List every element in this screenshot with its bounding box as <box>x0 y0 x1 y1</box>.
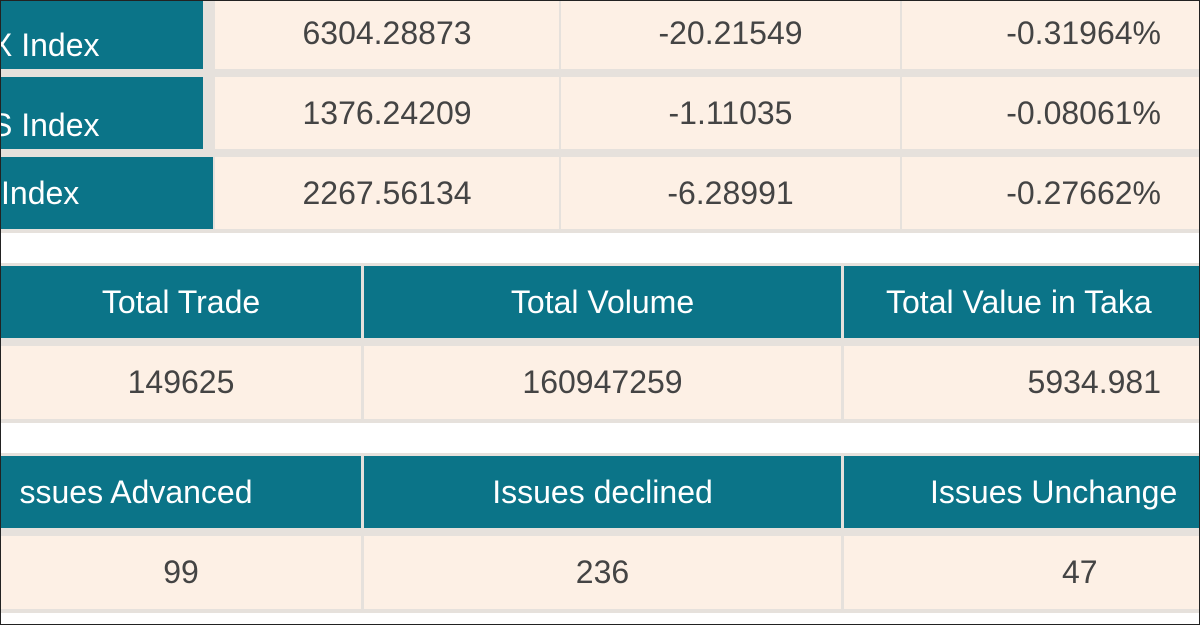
issues-value: 47 <box>844 536 1199 609</box>
issues-value: 99 <box>1 536 361 609</box>
index-name: S Index <box>1 77 203 149</box>
index-value: -1.11035 <box>561 77 900 149</box>
index-value: -6.28991 <box>561 157 900 229</box>
summary-value: 160947259 <box>364 346 841 419</box>
summary-value: 5934.981 <box>844 346 1199 419</box>
issues-header: Issues Unchange <box>844 456 1199 528</box>
issues-header: Issues declined <box>364 456 841 528</box>
index-name: Index <box>1 157 213 229</box>
summary-header: Total Value in Taka <box>844 266 1199 338</box>
index-value: -0.08061% <box>902 77 1199 149</box>
index-value: 6304.28873 <box>215 1 559 69</box>
index-value: -0.27662% <box>902 157 1199 229</box>
index-name: X Index <box>1 1 203 69</box>
issues-value: 236 <box>364 536 841 609</box>
index-value: 1376.24209 <box>215 77 559 149</box>
index-value: -0.31964% <box>902 1 1199 69</box>
summary-header: Total Volume <box>364 266 841 338</box>
issues-header: ssues Advanced <box>1 456 361 528</box>
summary-header: Total Trade <box>1 266 361 338</box>
index-value: -20.21549 <box>561 1 900 69</box>
summary-value: 149625 <box>1 346 361 419</box>
index-value: 2267.56134 <box>215 157 559 229</box>
